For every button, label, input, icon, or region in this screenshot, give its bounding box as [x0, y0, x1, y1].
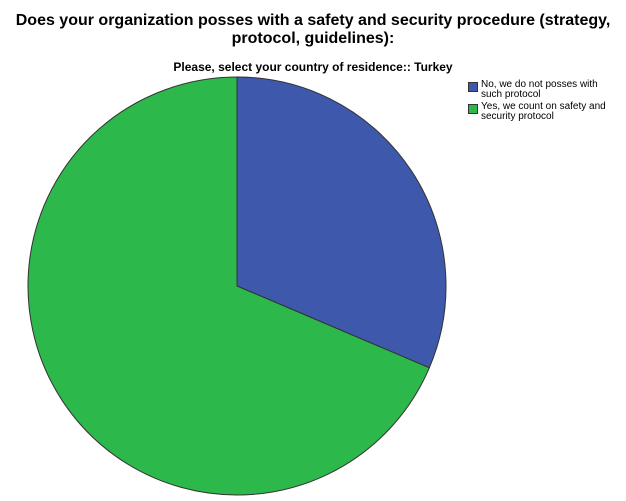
legend-swatch: [468, 82, 478, 92]
chart-subtitle: Please, select your country of residence…: [173, 60, 453, 74]
legend: No, we do not posses with such protocol Y…: [468, 80, 618, 124]
pie-slice: [27, 76, 430, 496]
legend-swatch: [468, 104, 478, 114]
legend-label: Yes, we count on safety and security pro…: [481, 101, 606, 122]
chart-title: Does your organization posses with a saf…: [15, 12, 611, 47]
legend-item: Yes, we count on safety and security pro…: [468, 102, 618, 122]
legend-label: No, we do not posses with such protocol: [481, 79, 598, 100]
pie-slice: [236, 76, 447, 369]
legend-item: No, we do not posses with such protocol: [468, 80, 618, 100]
